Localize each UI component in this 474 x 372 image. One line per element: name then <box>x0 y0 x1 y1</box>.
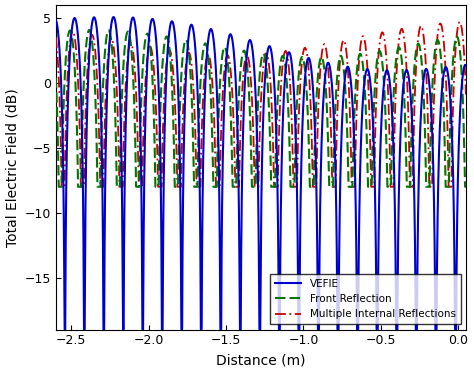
VEFIE <box>111 15 117 19</box>
Front Reflection <box>56 185 62 189</box>
Line: Front Reflection: Front Reflection <box>56 30 466 187</box>
X-axis label: Distance (m): Distance (m) <box>216 353 306 367</box>
Multiple Internal Reflections <box>128 41 133 45</box>
Front Reflection <box>210 153 216 157</box>
VEFIE <box>359 115 365 119</box>
Multiple Internal Reflections <box>53 35 59 39</box>
Multiple Internal Reflections <box>463 92 469 97</box>
Y-axis label: Total Electric Field (dB): Total Electric Field (dB) <box>5 88 19 247</box>
Line: VEFIE: VEFIE <box>56 17 466 330</box>
VEFIE <box>463 63 469 67</box>
Multiple Internal Reflections <box>457 20 463 24</box>
Front Reflection <box>320 57 326 61</box>
Front Reflection <box>53 76 59 80</box>
VEFIE <box>210 31 216 36</box>
Multiple Internal Reflections <box>320 46 326 51</box>
Multiple Internal Reflections <box>390 185 396 189</box>
Multiple Internal Reflections <box>59 185 64 189</box>
VEFIE <box>128 25 133 29</box>
Front Reflection <box>299 55 305 59</box>
VEFIE <box>299 139 305 143</box>
Line: Multiple Internal Reflections: Multiple Internal Reflections <box>56 22 466 187</box>
VEFIE <box>390 137 396 141</box>
Front Reflection <box>86 28 92 32</box>
VEFIE <box>62 327 67 332</box>
VEFIE <box>320 111 326 116</box>
Multiple Internal Reflections <box>359 36 365 40</box>
Front Reflection <box>463 185 469 189</box>
Legend: VEFIE, Front Reflection, Multiple Internal Reflections: VEFIE, Front Reflection, Multiple Intern… <box>270 273 461 324</box>
Front Reflection <box>128 39 133 44</box>
Multiple Internal Reflections <box>299 61 305 65</box>
Front Reflection <box>359 57 365 61</box>
Front Reflection <box>390 103 396 107</box>
Multiple Internal Reflections <box>210 84 215 89</box>
VEFIE <box>53 17 59 22</box>
